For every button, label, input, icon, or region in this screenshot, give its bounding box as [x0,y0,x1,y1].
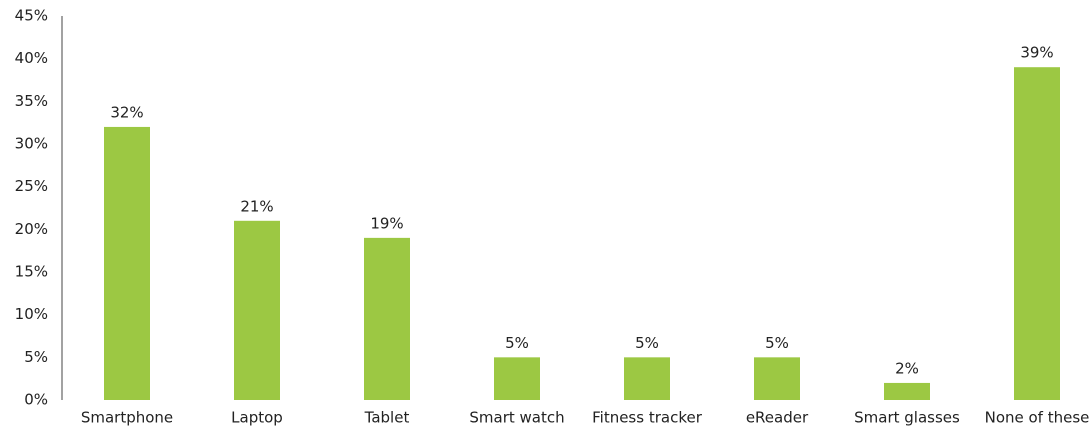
y-tick-label: 15% [15,263,48,281]
value-label: 5% [635,334,659,352]
bar [884,382,930,400]
value-label: 32% [110,103,143,121]
x-tick-label: Smart glasses [854,409,960,427]
y-tick-label: 25% [15,177,48,195]
x-tick-label: Laptop [231,409,283,427]
y-tick-label: 0% [24,391,48,409]
x-tick-label: Smartphone [81,409,173,427]
x-tick-label: eReader [746,409,809,427]
y-tick-label: 45% [15,7,48,25]
y-tick-label: 5% [24,348,48,366]
bar [234,220,280,400]
bar [104,126,150,400]
value-label: 39% [1020,44,1053,62]
bar [494,357,540,400]
x-tick-label: None of these [985,409,1090,427]
x-tick-label: Smart watch [469,409,564,427]
value-label: 5% [765,334,789,352]
y-tick-label: 30% [15,135,48,153]
bar [754,357,800,400]
bar [1014,67,1060,400]
y-tick-label: 35% [15,92,48,110]
bar [364,237,410,400]
value-label: 2% [895,359,919,377]
y-tick-label: 40% [15,49,48,67]
y-tick-label: 10% [15,305,48,323]
bar [624,357,670,400]
x-tick-label: Tablet [364,409,410,427]
x-tick-label: Fitness tracker [592,409,703,427]
value-label: 21% [240,197,273,215]
value-label: 5% [505,334,529,352]
value-label: 19% [370,214,403,232]
y-tick-label: 20% [15,220,48,238]
